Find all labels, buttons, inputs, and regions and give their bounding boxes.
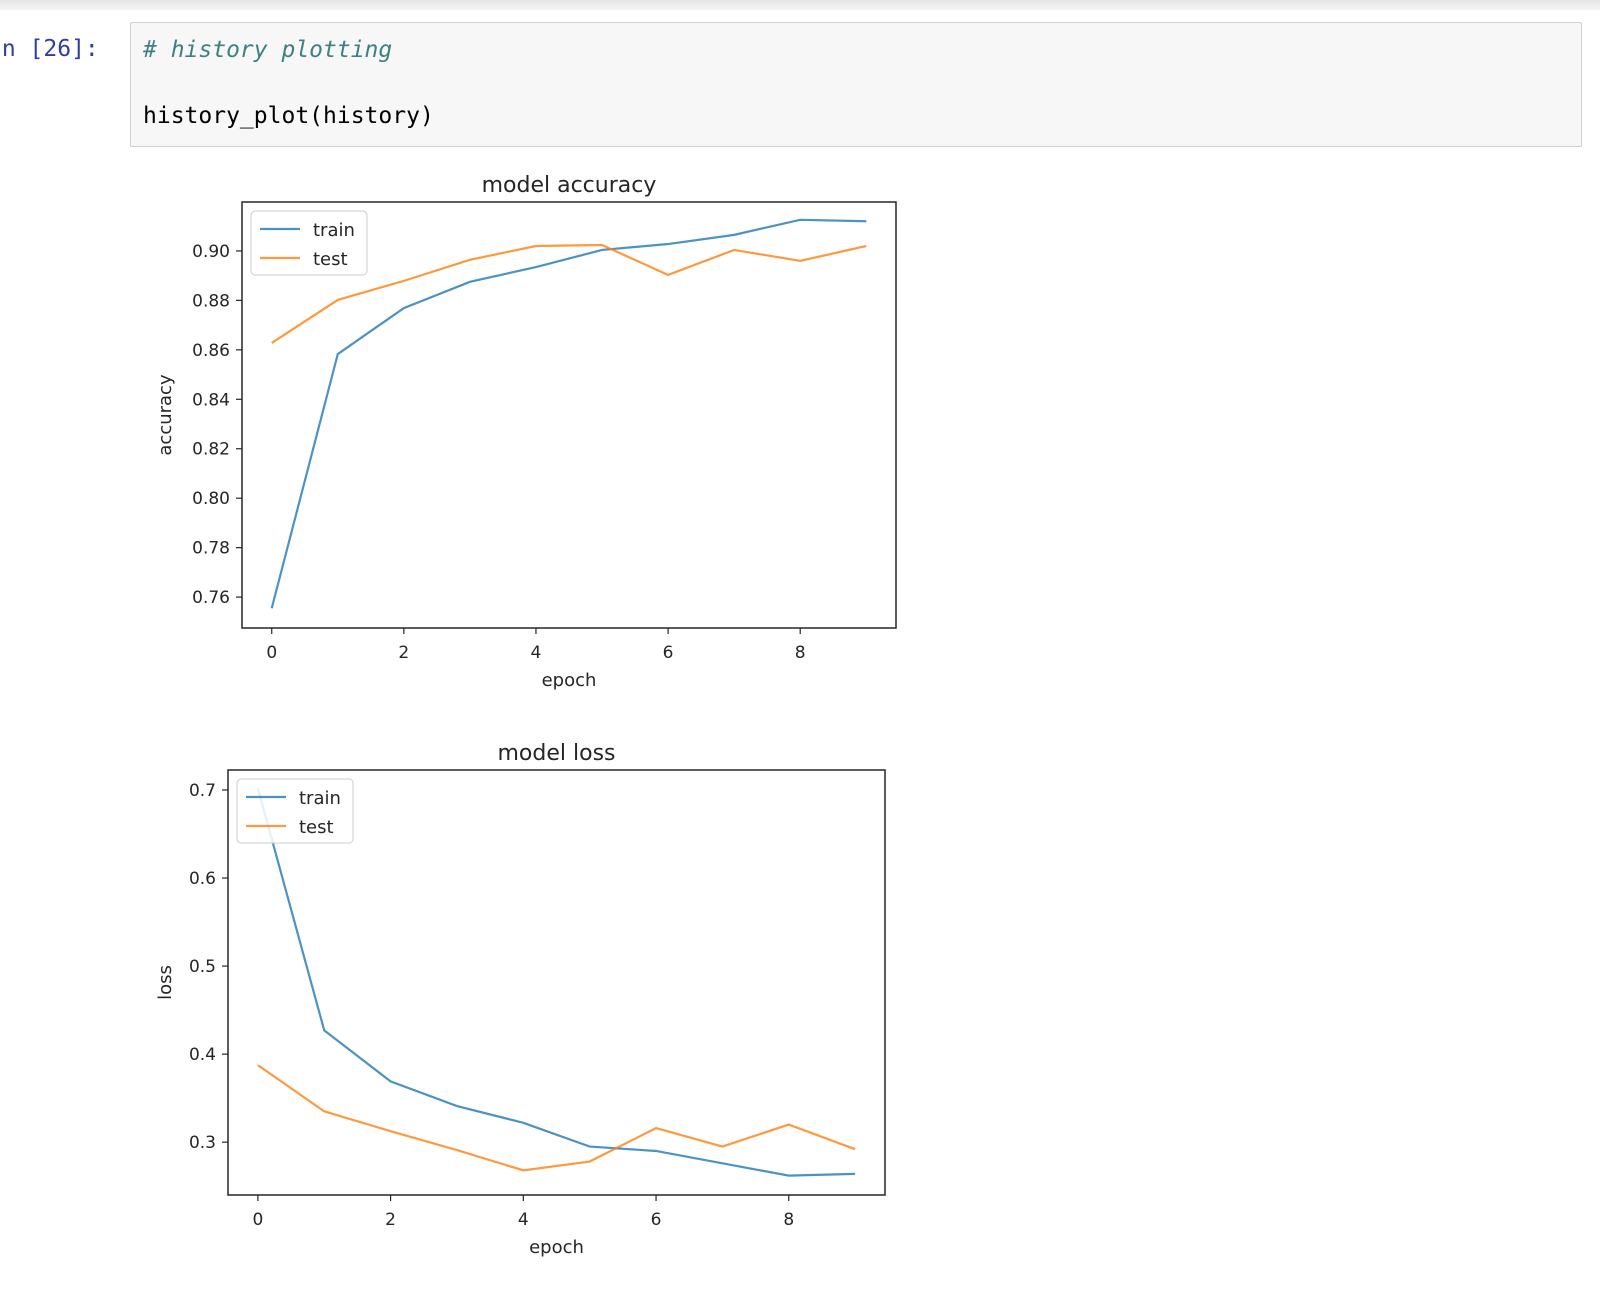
x-axis-label: epoch bbox=[542, 670, 597, 691]
plot-frame bbox=[241, 201, 897, 629]
x-tick-label: 8 bbox=[795, 643, 806, 663]
y-tick-label: 0.4 bbox=[189, 1045, 216, 1065]
y-tick-label: 0.88 bbox=[192, 291, 230, 311]
chart-title: model loss bbox=[498, 741, 616, 766]
legend-label-train: train bbox=[299, 788, 341, 809]
y-tick-label: 0.76 bbox=[192, 588, 230, 608]
x-tick-label: 0 bbox=[252, 1210, 263, 1230]
y-axis-label: accuracy bbox=[155, 374, 176, 456]
y-tick-label: 0.5 bbox=[189, 957, 216, 977]
code-comment: # history plotting bbox=[143, 37, 393, 63]
x-tick-label: 8 bbox=[783, 1210, 794, 1230]
cell-prompt: In [26]: bbox=[0, 36, 99, 62]
y-tick-label: 0.80 bbox=[192, 489, 230, 509]
x-tick-label: 2 bbox=[398, 643, 409, 663]
y-tick-label: 0.7 bbox=[189, 781, 216, 801]
x-tick-label: 6 bbox=[651, 1210, 662, 1230]
x-tick-label: 0 bbox=[266, 643, 277, 663]
y-tick-label: 0.78 bbox=[192, 539, 230, 559]
series-line-test bbox=[271, 243, 867, 344]
series-line-train bbox=[256, 787, 856, 1177]
legend-label-test: test bbox=[299, 817, 334, 838]
x-tick-label: 2 bbox=[385, 1210, 396, 1230]
y-tick-label: 0.82 bbox=[192, 440, 230, 460]
series-line-test bbox=[257, 1064, 856, 1172]
legend-label-train: train bbox=[313, 220, 355, 241]
code-line: history_plot(history) bbox=[143, 103, 434, 129]
x-tick-label: 6 bbox=[663, 643, 674, 663]
y-tick-label: 0.90 bbox=[192, 242, 230, 262]
legend-label-test: test bbox=[313, 249, 348, 270]
y-tick-label: 0.3 bbox=[189, 1133, 216, 1153]
code-cell[interactable]: # history plotting history_plot(history) bbox=[130, 22, 1582, 147]
y-tick-label: 0.86 bbox=[192, 341, 230, 361]
x-tick-label: 4 bbox=[531, 643, 542, 663]
series-line-train bbox=[270, 218, 867, 609]
plot-frame bbox=[227, 769, 886, 1196]
chart-title: model accuracy bbox=[482, 173, 657, 198]
top-bar bbox=[0, 0, 1600, 10]
x-tick-label: 4 bbox=[518, 1210, 529, 1230]
x-axis-label: epoch bbox=[529, 1237, 584, 1258]
y-axis-label: loss bbox=[155, 965, 176, 1000]
y-tick-label: 0.84 bbox=[192, 390, 230, 410]
y-tick-label: 0.6 bbox=[189, 869, 216, 889]
